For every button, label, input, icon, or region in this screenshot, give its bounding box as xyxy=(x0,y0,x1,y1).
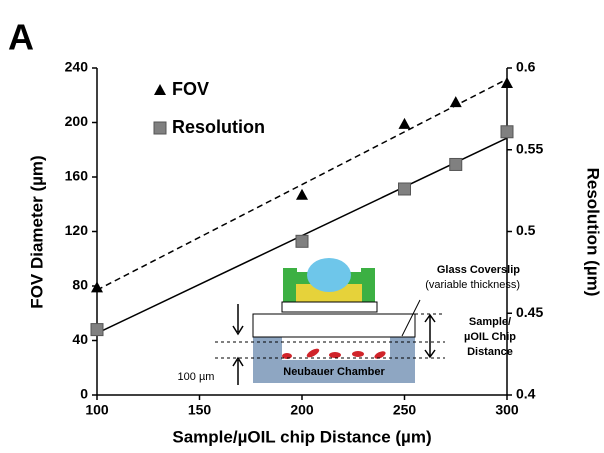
x-tick-label: 200 xyxy=(290,402,314,418)
arrows xyxy=(425,315,435,357)
panel-label: A xyxy=(8,17,34,58)
chart: A Sample/µOIL chip Distance (µm) FOV Dia… xyxy=(0,0,604,453)
legend-label: FOV xyxy=(172,79,209,99)
inset-label: Distance xyxy=(467,346,513,358)
arrows xyxy=(233,304,243,385)
triangle-marker xyxy=(450,96,462,107)
chip-base xyxy=(282,302,377,312)
y-tick-label: 40 xyxy=(72,331,88,347)
chip-edge xyxy=(283,268,297,274)
y-tick-label: 200 xyxy=(65,113,89,129)
inset-label: Neubauer Chamber xyxy=(283,366,385,378)
inset-label: (variable thickness) xyxy=(425,279,520,291)
y-tick-label: 80 xyxy=(72,277,88,293)
square-marker xyxy=(399,183,411,195)
chip-edge xyxy=(361,268,375,274)
triangle-marker xyxy=(501,77,513,88)
triangle-marker xyxy=(91,281,103,292)
coverslip xyxy=(253,314,415,337)
inset-label: µOIL Chip xyxy=(464,331,516,343)
y2-tick-label: 0.5 xyxy=(516,222,536,238)
y2-tick-label: 0.4 xyxy=(516,386,536,402)
square-marker xyxy=(91,324,103,336)
x-tick-label: 150 xyxy=(188,402,212,418)
y2-tick-label: 0.45 xyxy=(516,304,543,320)
square-marker xyxy=(501,126,513,138)
y-tick-label: 120 xyxy=(65,222,89,238)
inset-label: 100 µm xyxy=(178,371,215,383)
y2-tick-label: 0.55 xyxy=(516,140,543,156)
inset-label: Glass Coverslip xyxy=(437,264,520,276)
lens xyxy=(307,258,351,292)
triangle-marker xyxy=(154,84,166,95)
y2-tick-label: 0.6 xyxy=(516,59,536,75)
square-marker xyxy=(154,122,166,134)
y2-axis-title: Resolution (µm) xyxy=(584,168,603,297)
square-marker xyxy=(296,235,308,247)
inset-label: Sample/ xyxy=(469,316,511,328)
triangle-marker xyxy=(399,118,411,129)
trendline xyxy=(97,79,507,290)
square-marker xyxy=(450,158,462,170)
y-tick-label: 160 xyxy=(65,168,89,184)
y-tick-label: 240 xyxy=(65,59,89,75)
y-tick-label: 0 xyxy=(80,386,88,402)
inset-diagram: Glass Coverslip (variable thickness) Sam… xyxy=(178,258,521,385)
triangle-marker xyxy=(296,189,308,200)
x-tick-label: 100 xyxy=(85,402,109,418)
x-axis-title: Sample/µOIL chip Distance (µm) xyxy=(172,427,431,446)
x-tick-label: 250 xyxy=(393,402,417,418)
x-tick-label: 300 xyxy=(495,402,519,418)
legend-label: Resolution xyxy=(172,117,265,137)
y-axis-title: FOV Diameter (µm) xyxy=(27,155,46,308)
